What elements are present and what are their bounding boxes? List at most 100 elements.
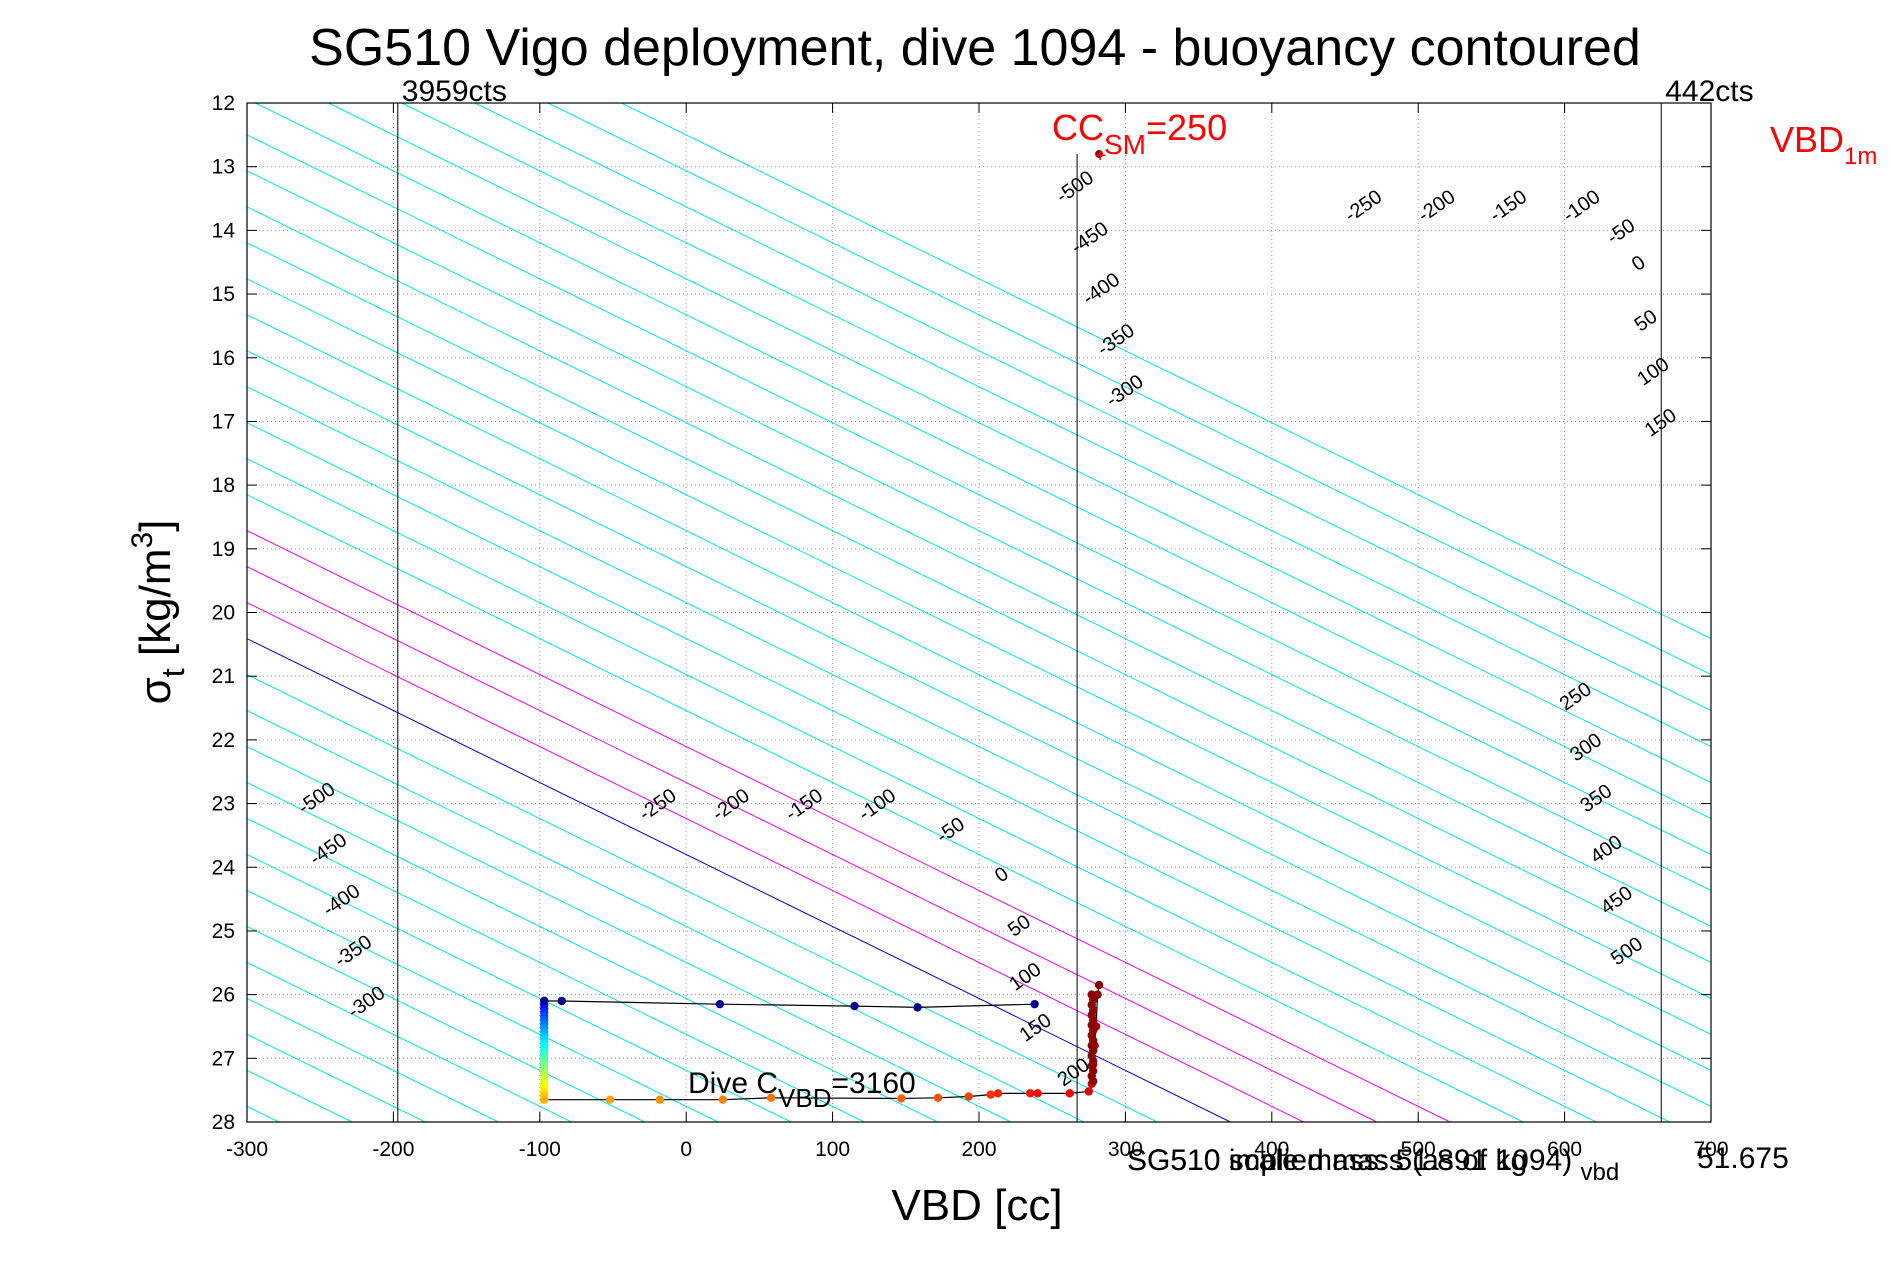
cc-sm-marker: +: [1095, 145, 1107, 167]
data-point: [539, 996, 549, 1006]
y-tick-label: 22: [212, 729, 235, 752]
data-point: [1033, 1089, 1042, 1098]
dive-cvbd-main: Dive C: [688, 1067, 778, 1100]
apex-point: [1095, 149, 1104, 158]
grid: [247, 103, 1711, 1122]
data-point: [655, 1095, 665, 1104]
contour-line: [247, 350, 1711, 1071]
y-tick-label: 27: [212, 1047, 235, 1070]
contour-line: [247, 638, 1231, 1122]
cc-sm-rest: =250: [1146, 107, 1227, 148]
contour-line: [247, 422, 1670, 1122]
x-tick-label: 100: [815, 1138, 850, 1161]
y-tick-label: 15: [212, 283, 235, 306]
y-axis-label: σt [kg/m3]: [126, 520, 191, 705]
y-tick-label: 23: [212, 793, 235, 816]
contour-line: [247, 602, 1304, 1122]
data-point: [897, 1094, 906, 1103]
data-point: [1084, 1087, 1094, 1096]
contour-line: [247, 566, 1377, 1122]
y-tick-label: 13: [212, 156, 235, 179]
contour-line: [247, 134, 1711, 856]
contour-line: [255, 103, 1711, 820]
x-tick-label: 400: [1254, 1138, 1289, 1161]
contour-line: [247, 170, 1711, 892]
contour-line: [247, 242, 1711, 964]
x-tick-label: -200: [372, 1138, 414, 1161]
x-tick-label: -300: [226, 1138, 268, 1161]
contour-line: [328, 103, 1711, 784]
implied-mass-text: SG510 implied mass (as of 1094) vbd: [1127, 1144, 1619, 1186]
cc-sm-main: CC: [1052, 107, 1104, 148]
contour-line: [247, 530, 1451, 1122]
data-point: [993, 1089, 1003, 1098]
y-tick-label: 17: [212, 410, 235, 433]
y-tick-label: 25: [212, 920, 235, 943]
contour-line: [247, 458, 1597, 1122]
y-tick-label: 28: [212, 1111, 235, 1134]
contour-line: [247, 278, 1711, 999]
y-tick-label: 19: [212, 538, 235, 561]
implied-mass-main: SG510 implied mass (as of 1094): [1127, 1144, 1581, 1177]
data-point: [766, 1093, 776, 1102]
x-tick-label: 0: [680, 1138, 692, 1161]
x-tick-label: 700: [1693, 1138, 1728, 1161]
data-point: [605, 1095, 615, 1104]
implied-mass-sub: vbd: [1581, 1159, 1620, 1186]
y-axis-label-group: σt [kg/m3]: [126, 520, 191, 705]
chart-title: SG510 Vigo deployment, dive 1094 - buoya…: [309, 19, 1641, 77]
data-point: [1065, 1089, 1074, 1098]
data-point: [850, 1001, 859, 1011]
y-axis-label-sub: t: [155, 668, 191, 677]
data-point: [986, 1090, 995, 1099]
data-point: [539, 1095, 549, 1104]
mass-value-text: 51.675: [1697, 1142, 1789, 1175]
dive-cvbd-sub: VBD: [778, 1083, 831, 1113]
y-axis-label-rest: [kg/m: [131, 549, 180, 669]
y-tick-label: 21: [212, 665, 235, 688]
vbd-1m-main: VBD: [1770, 119, 1844, 160]
data-point: [913, 1003, 922, 1012]
contour-line: [247, 746, 1011, 1122]
contour-line: [247, 889, 719, 1122]
contour-line: [547, 103, 1711, 676]
data-point: [557, 996, 566, 1006]
cc-sm-sub: SM: [1104, 129, 1146, 160]
contour-line: [247, 817, 865, 1122]
data-point: [1088, 1077, 1098, 1086]
y-axis-label-end: ]: [131, 520, 180, 532]
y-tick-label: 20: [212, 602, 235, 625]
dive-cvbd-rest: =3160: [831, 1067, 915, 1100]
y-tick-label: 16: [212, 347, 235, 370]
y-tick-label: 14: [212, 219, 236, 242]
axis-ticks: -300 -200 -100 0 100 200 300 400 500 600 700 12 13 14…: [212, 92, 1729, 1161]
scale-mass-text: SG510 scale mass: 51.891 kg: [1127, 1144, 1527, 1177]
data-point: [1094, 980, 1104, 990]
y-axis-label-sup: 3: [126, 532, 159, 549]
contour-line: [247, 925, 645, 1122]
y-tick-label: 12: [212, 92, 235, 115]
contour-line: [247, 386, 1711, 1107]
data-point: [715, 999, 725, 1009]
contour-line: [247, 853, 792, 1122]
y-tick-label: 18: [212, 474, 235, 497]
x-tick-label: 500: [1401, 1138, 1436, 1161]
buoyancy-contours: [247, 103, 1711, 1122]
x-tick-label: 300: [1108, 1138, 1143, 1161]
data-point: [964, 1092, 973, 1101]
x-axis-label: VBD [cc]: [891, 1181, 1062, 1230]
data-point: [1030, 999, 1039, 1009]
contour-line: [247, 674, 1158, 1122]
contour-line: [247, 206, 1711, 928]
contour-line: [474, 103, 1711, 712]
y-tick-label: 24: [212, 856, 236, 879]
dive-cvbd-annotation: Dive CVBD=3160: [688, 1067, 916, 1113]
vbd-1m-sub: 1m: [1844, 143, 1877, 170]
y-axis-label-main: σ: [131, 677, 180, 704]
x-tick-label: -100: [519, 1138, 561, 1161]
data-point: [718, 1095, 727, 1104]
dive-data: +: [539, 145, 1107, 1104]
contour-line: [401, 103, 1711, 748]
